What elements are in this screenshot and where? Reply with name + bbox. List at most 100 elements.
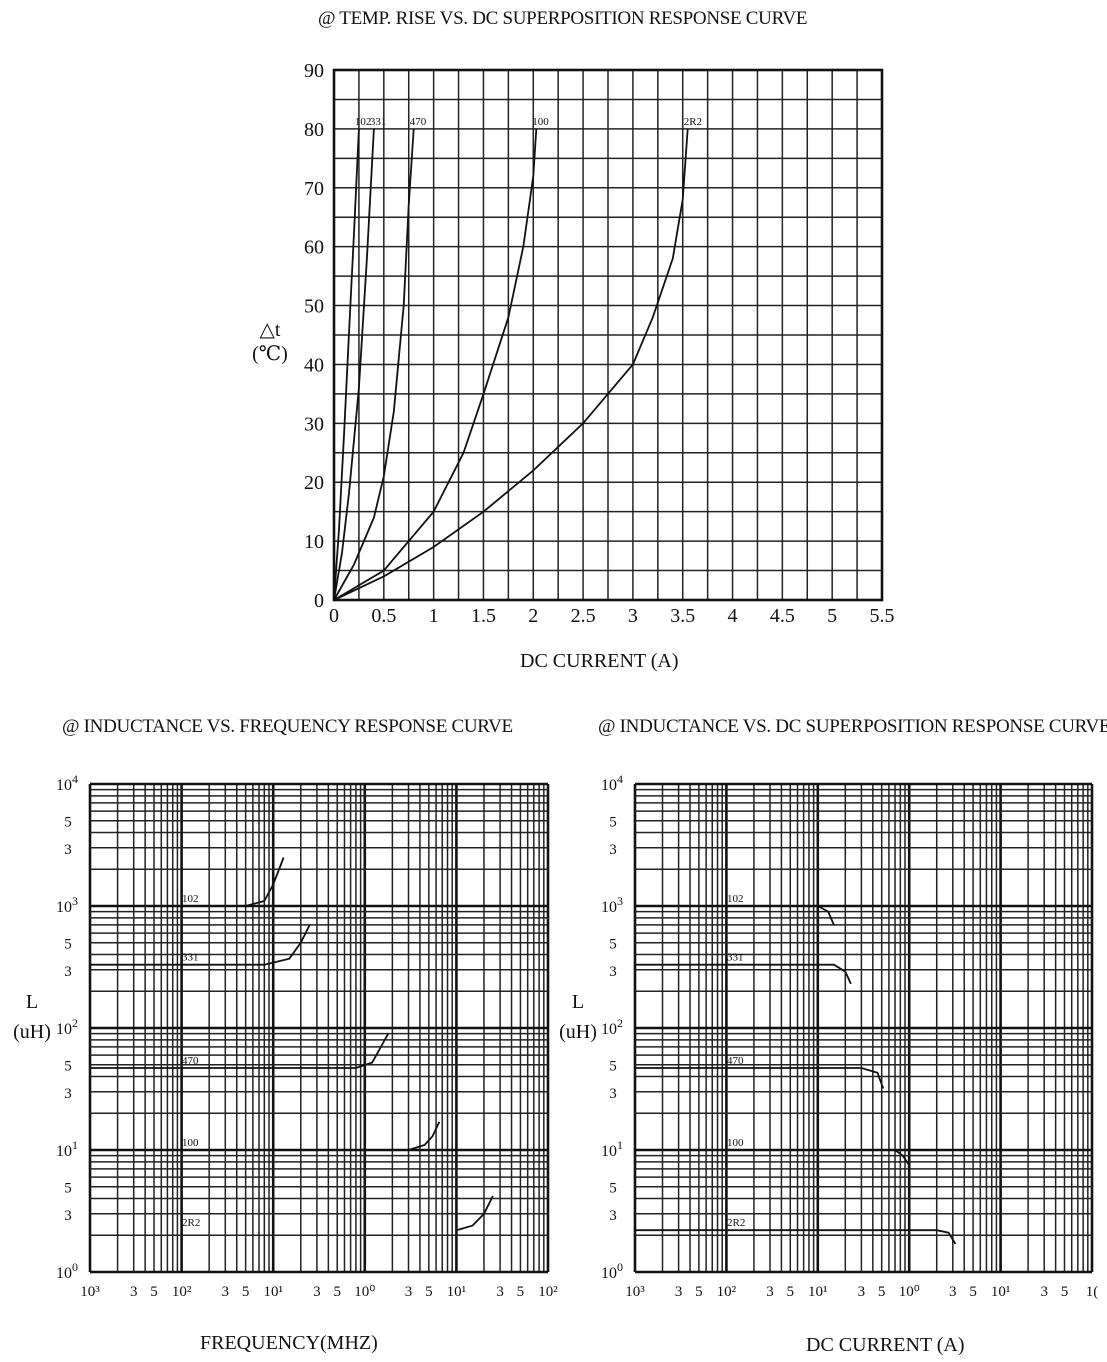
frequency-y-minor-tick: 5 <box>64 937 72 953</box>
frequency-x-tick: 5 <box>425 1284 433 1300</box>
dc-inductance-y-minor-tick: 3 <box>609 1208 617 1224</box>
frequency-y-minor-tick: 3 <box>64 1208 72 1224</box>
dc-inductance-series-label: 100 <box>727 1137 744 1149</box>
frequency-series-label: 470 <box>182 1055 199 1067</box>
frequency-curve-331 <box>90 924 311 966</box>
temp-rise-series-label: 102 <box>355 116 372 128</box>
dc-y-symbol: L <box>571 991 585 1013</box>
dc-inductance-curve-102 <box>635 905 835 926</box>
dc-inductance-x-tick: 3 <box>858 1284 866 1300</box>
temp-rise-x-tick: 4.5 <box>770 605 795 627</box>
frequency-y-axis-label: L (uH) <box>8 990 56 1044</box>
frequency-x-tick: 3 <box>313 1284 321 1300</box>
dc-inductance-series-label: 102 <box>727 893 744 905</box>
temp-rise-x-tick: 0.5 <box>371 605 396 627</box>
dc-inductance-y-tick: 100 <box>601 1260 623 1282</box>
temp-rise-x-tick: 4 <box>728 605 738 627</box>
dc-inductance-x-tick: 5 <box>695 1284 703 1300</box>
dc-y-axis-label: L (uH) <box>554 990 602 1044</box>
temp-rise-x-tick: 2 <box>528 605 538 627</box>
frequency-x-tick: 3 <box>405 1284 413 1300</box>
dc-inductance-y-minor-tick: 3 <box>609 842 617 858</box>
frequency-x-tick: 10² <box>538 1284 558 1300</box>
temp-rise-plot: 0 0.5 1 1.5 2 2.5 3 3.5 4 4.5 5 5.5 0 10 20 30 40 50 60 70 8… <box>304 60 895 627</box>
dc-inductance-y-minor-tick: 3 <box>609 964 617 980</box>
frequency-x-tick: 10⁰ <box>354 1284 375 1300</box>
dc-y-unit: (uH) <box>559 1021 597 1043</box>
frequency-y-minor-tick: 3 <box>64 964 72 980</box>
temp-rise-x-tick: 0 <box>329 605 339 627</box>
temp-rise-y-tick: 0 <box>314 590 324 612</box>
dc-inductance-curve-470 <box>635 1067 885 1089</box>
temp-rise-y-symbol: △t <box>259 319 281 341</box>
frequency-y-tick: 103 <box>56 894 78 916</box>
temp-rise-series-label: 100 <box>532 116 549 128</box>
dc-inductance-curve-331 <box>635 963 852 985</box>
temp-rise-x-tick: 5 <box>827 605 837 627</box>
frequency-y-tick: 102 <box>56 1016 78 1038</box>
dc-inductance-curve-2R2 <box>635 1229 957 1245</box>
frequency-x-tick: 3 <box>222 1284 230 1300</box>
dc-inductance-y-tick: 103 <box>601 894 623 916</box>
frequency-y-tick: 100 <box>56 1260 78 1282</box>
frequency-series-label: 102 <box>182 893 199 905</box>
dc-inductance-x-tick: 3 <box>949 1284 957 1300</box>
frequency-y-tick: 104 <box>56 772 78 794</box>
frequency-x-tick: 5 <box>150 1284 158 1300</box>
frequency-x-tick: 10¹ <box>263 1284 283 1300</box>
temp-rise-curve-102 <box>333 128 360 601</box>
frequency-y-minor-tick: 3 <box>64 1086 72 1102</box>
dc-inductance-x-tick: 5 <box>969 1284 977 1300</box>
dc-inductance-y-minor-tick: 3 <box>609 1086 617 1102</box>
temp-rise-x-tick: 1 <box>429 605 439 627</box>
frequency-curve-102 <box>90 857 285 907</box>
temp-rise-x-tick: 3 <box>628 605 638 627</box>
dc-inductance-y-minor-tick: 5 <box>609 937 617 953</box>
temp-rise-y-unit: (℃) <box>252 343 288 365</box>
dc-inductance-y-tick: 101 <box>601 1138 623 1160</box>
dc-inductance-y-minor-tick: 5 <box>609 815 617 831</box>
frequency-series-label: 100 <box>182 1137 199 1149</box>
dc-inductance-x-tick: 10² <box>717 1284 737 1300</box>
dc-inductance-x-tick: 10³ <box>625 1284 645 1300</box>
dc-inductance-x-tick: 5 <box>1061 1284 1069 1300</box>
dc-inductance-curve-100 <box>894 1149 910 1166</box>
dc-current-x-axis-label: DC CURRENT (A) <box>806 1334 965 1356</box>
dc-inductance-x-tick: 10¹ <box>808 1284 828 1300</box>
inductance-frequency-chart-title: @ INDUCTANCE VS. FREQUENCY RESPONSE CURV… <box>62 716 513 737</box>
dc-inductance-y-minor-tick: 5 <box>609 1181 617 1197</box>
temp-rise-y-tick: 90 <box>304 60 324 82</box>
frequency-y-minor-tick: 5 <box>64 815 72 831</box>
temp-rise-curve-2R2 <box>333 128 689 601</box>
dc-inductance-x-tick: 3 <box>1040 1284 1048 1300</box>
frequency-series-label: 331 <box>182 952 199 964</box>
temp-rise-chart-title: @ TEMP. RISE VS. DC SUPERPOSITION RESPON… <box>318 8 808 29</box>
dc-inductance-x-tick: 3 <box>675 1284 683 1300</box>
temp-rise-y-tick: 10 <box>304 531 324 553</box>
frequency-y-minor-tick: 5 <box>64 1181 72 1197</box>
dc-inductance-series-label: 331 <box>727 952 744 964</box>
dc-inductance-series-label: 2R2 <box>727 1217 745 1229</box>
dc-inductance-x-tick: 5 <box>878 1284 886 1300</box>
dc-inductance-x-tick: 1( <box>1086 1284 1099 1300</box>
frequency-series-label: 2R2 <box>182 1217 200 1229</box>
dc-inductance-y-tick: 102 <box>601 1016 623 1038</box>
temp-rise-y-tick: 20 <box>304 472 324 494</box>
dc-inductance-series-label: 470 <box>727 1055 744 1067</box>
temp-rise-y-tick: 30 <box>304 413 324 435</box>
frequency-x-tick: 10³ <box>80 1284 100 1300</box>
frequency-curve-2R2 <box>456 1195 494 1232</box>
frequency-curve-100 <box>408 1121 441 1151</box>
frequency-x-axis-label: FREQUENCY(MHZ) <box>200 1332 378 1354</box>
dc-inductance-x-tick: 5 <box>787 1284 795 1300</box>
temp-rise-curve-100 <box>333 128 538 601</box>
dc-inductance-y-minor-tick: 5 <box>609 1059 617 1075</box>
temp-rise-frame <box>332 68 884 602</box>
temp-rise-x-tick: 5.5 <box>870 605 895 627</box>
inductance-dc-chart-title: @ INDUCTANCE VS. DC SUPERPOSITION RESPON… <box>598 716 1107 737</box>
temp-rise-curve-470 <box>333 128 415 601</box>
temp-rise-y-tick: 50 <box>304 296 324 318</box>
